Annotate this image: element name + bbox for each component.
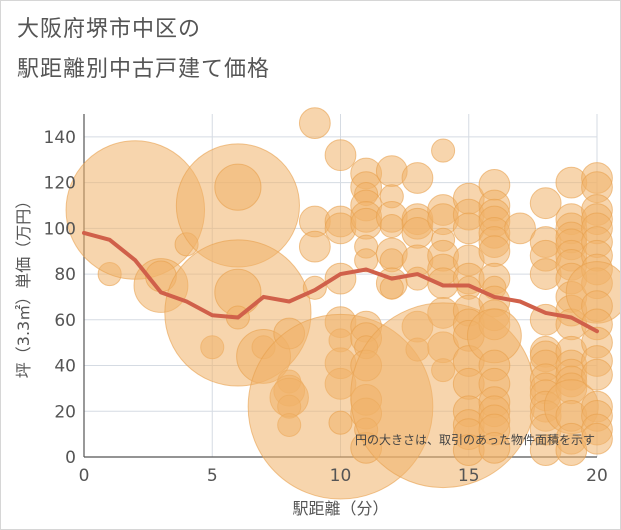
chart-title-line1: 大阪府堺市中区の bbox=[17, 17, 202, 42]
bubble-point bbox=[504, 212, 536, 245]
bubble-size-note: 円の大きさは、取引のあった物件面積を示す bbox=[355, 432, 595, 447]
bubble-point bbox=[324, 139, 357, 172]
y-tick-label: 40 bbox=[54, 357, 76, 377]
chart-title-line2: 駅距離別中古戸建て価格 bbox=[17, 57, 271, 82]
trend-line-series bbox=[82, 230, 599, 334]
x-tick-label: 0 bbox=[79, 466, 90, 486]
x-tick-label: 15 bbox=[458, 466, 480, 486]
y-axis-label: 坪（3.3㎡）単価（万円） bbox=[14, 193, 33, 378]
trend-line bbox=[82, 230, 599, 334]
x-tick-label: 10 bbox=[330, 466, 352, 486]
bubble-point bbox=[581, 422, 613, 455]
bubble-point bbox=[529, 187, 562, 220]
bubble-point bbox=[214, 163, 262, 211]
x-tick-label: 5 bbox=[207, 466, 218, 486]
bubble-point bbox=[298, 230, 331, 263]
x-tick-label: 20 bbox=[586, 466, 608, 486]
bubble-point bbox=[401, 162, 434, 194]
bubble-point bbox=[379, 214, 404, 239]
y-tick-label: 80 bbox=[54, 265, 76, 285]
bubble-point bbox=[379, 275, 404, 300]
bubble-point bbox=[431, 138, 456, 163]
bubble-point bbox=[328, 410, 353, 435]
bubble-point bbox=[478, 431, 511, 464]
y-tick-label: 20 bbox=[54, 402, 76, 422]
y-tick-label: 60 bbox=[54, 311, 76, 331]
bubble-point bbox=[478, 235, 511, 268]
y-tick-label: 100 bbox=[44, 219, 76, 239]
y-tick-label: 0 bbox=[65, 448, 76, 468]
tick-labels: 0 5 10 15 20 0 20 40 60 80 100 120 140 bbox=[44, 128, 608, 486]
bubble-point bbox=[298, 107, 331, 140]
y-tick-label: 120 bbox=[44, 174, 76, 194]
bubble-point bbox=[581, 358, 613, 391]
x-axis-label: 駅距離（分） bbox=[292, 499, 388, 518]
y-tick-label: 140 bbox=[44, 128, 76, 148]
bubble-series bbox=[65, 107, 620, 500]
